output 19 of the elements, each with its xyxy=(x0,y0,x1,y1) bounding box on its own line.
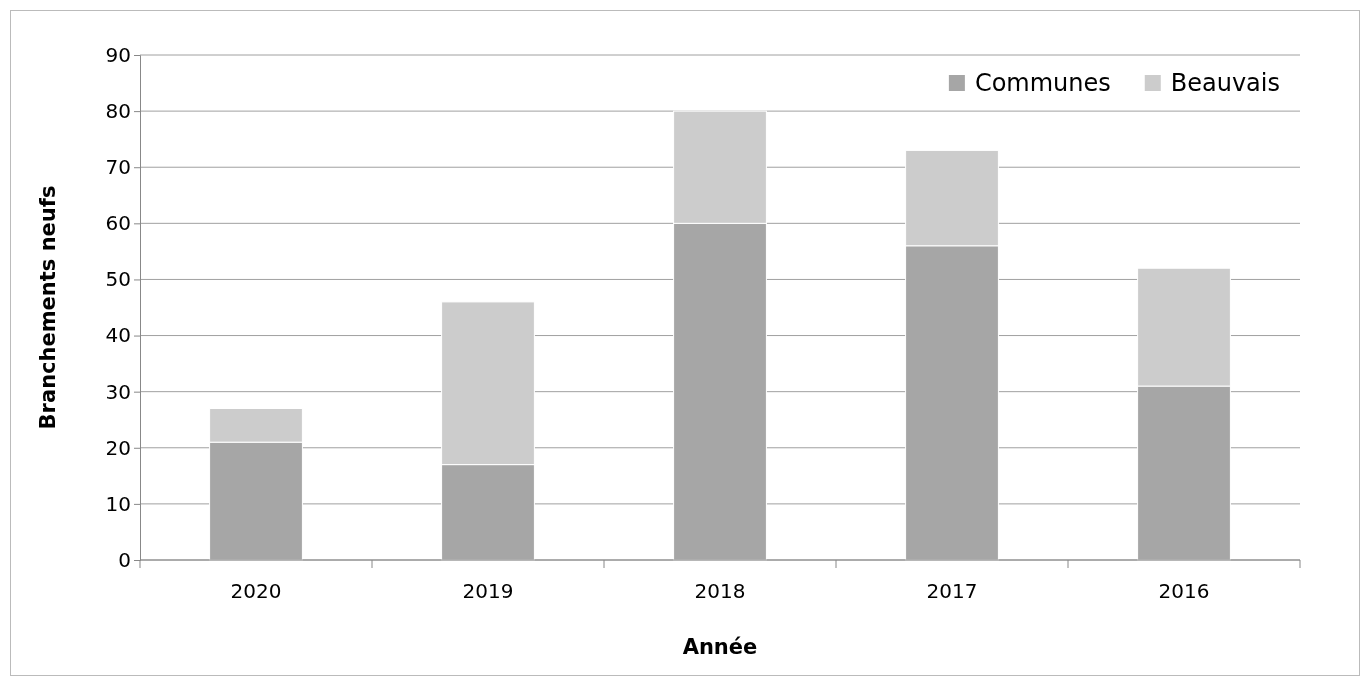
x-tick-label: 2018 xyxy=(694,579,746,603)
y-tick-label: 10 xyxy=(105,491,131,516)
y-tick-label: 50 xyxy=(105,267,131,292)
x-tick-label: 2016 xyxy=(1158,579,1210,603)
y-tick-label: 90 xyxy=(105,42,131,67)
y-tick-label: 20 xyxy=(105,435,131,460)
legend-label: Beauvais xyxy=(1170,69,1280,97)
y-tick-label: 40 xyxy=(105,323,131,348)
x-axis-title: Année xyxy=(682,635,758,659)
y-tick-label: 60 xyxy=(105,211,131,236)
x-tick-label: 2020 xyxy=(230,579,282,603)
x-tick-label: 2019 xyxy=(462,579,514,603)
y-tick-label: 80 xyxy=(105,99,131,124)
y-tick-label: 30 xyxy=(105,379,131,404)
y-axis-title: Branchements neufs xyxy=(36,185,60,430)
y-tick-label: 70 xyxy=(105,155,131,180)
legend-label: Communes xyxy=(974,69,1111,97)
x-tick-label: 2017 xyxy=(926,579,978,603)
y-tick-label: 0 xyxy=(118,547,131,572)
